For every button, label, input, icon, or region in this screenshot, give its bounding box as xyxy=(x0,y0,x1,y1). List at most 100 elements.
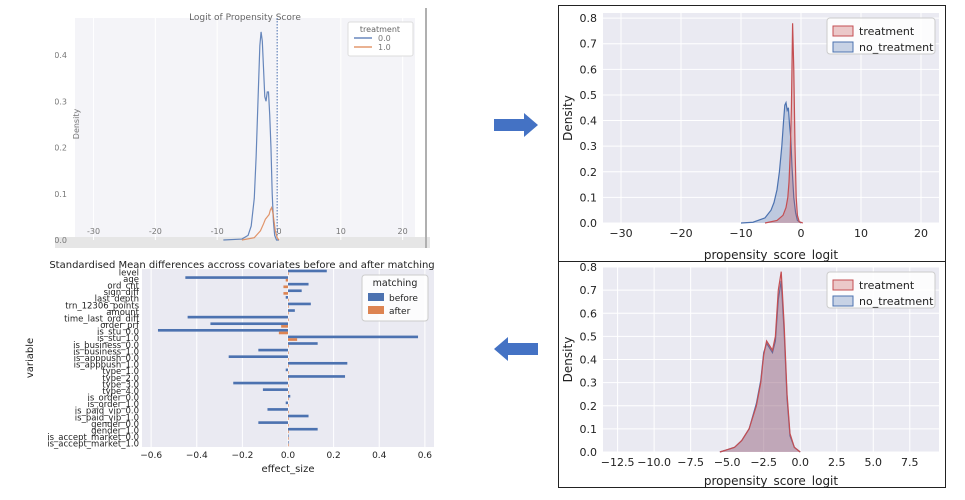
x-tick-label: 0.0 xyxy=(791,456,809,469)
bar-before-amount xyxy=(288,309,295,312)
x-tick-label: −5.0 xyxy=(714,456,741,469)
x-tick-label: −10 xyxy=(729,227,752,240)
bar-after-is_order_1.0 xyxy=(288,404,289,407)
x-tick-label: 20 xyxy=(398,227,408,236)
bar-before-is_stu_0.0 xyxy=(157,328,288,332)
y-tick-label: 0.4 xyxy=(580,354,598,367)
y-tick-label: 0.6 xyxy=(580,307,598,320)
series-line-1.0 xyxy=(241,206,280,241)
bar-before-age xyxy=(185,276,288,279)
x-tick-label: −10.0 xyxy=(637,456,671,469)
y-tick-label: 0.8 xyxy=(580,261,598,274)
y-tick-label: 0.0 xyxy=(55,236,67,245)
x-tick-label: −0.4 xyxy=(186,451,208,461)
legend-box xyxy=(826,271,936,309)
y-tick-label: 0.0 xyxy=(580,446,598,459)
smd-bar-chart: −0.6 −0.4 −0.2 0.0 0.2 0.4 0.6 Standardised Mea… xyxy=(22,255,442,480)
bar-after-is_accept_market_0.0 xyxy=(288,437,289,440)
x-tick-label: −7.5 xyxy=(677,456,704,469)
x-tick-label: -30 xyxy=(87,227,100,236)
bar-before-is_business_0.0 xyxy=(288,342,318,345)
bar-after-sign_diff xyxy=(283,292,288,295)
x-tick-label: 0.0 xyxy=(281,451,296,461)
y-tick-label: type_1.0 xyxy=(102,367,139,377)
bar-after-trn_12306_points xyxy=(288,305,289,308)
y-axis-label: Density xyxy=(561,337,575,383)
y-tick-label: 0.1 xyxy=(580,191,598,204)
y-tick-label: type_4.0 xyxy=(102,387,139,397)
bar-after-amount xyxy=(288,311,289,315)
bar-before-type_2.0 xyxy=(288,375,346,378)
bar-before-is_stu_1.0 xyxy=(288,335,419,339)
y-tick-label: 0.2 xyxy=(580,166,598,179)
bar-before-is_order_1.0 xyxy=(285,401,288,405)
bar-after-level xyxy=(288,272,289,275)
y-tick-label: gender_0.0 xyxy=(91,420,139,430)
x-tick-label: −2.5 xyxy=(750,456,777,469)
y-tick-label: is_accept_market_1.0 xyxy=(47,440,139,450)
bar-before-is_apppush_0.0 xyxy=(228,355,288,358)
y-tick-label: 0.3 xyxy=(55,97,67,106)
x-tick-label: 0.2 xyxy=(326,451,340,461)
bar-before-gender_1.0 xyxy=(288,427,318,431)
bar-after-ord_cnt xyxy=(283,285,288,289)
y-tick-label: 0.5 xyxy=(580,330,598,343)
bar-before-order_prf xyxy=(210,322,288,326)
y-tick-label: is_order_1.0 xyxy=(88,400,139,410)
y-tick-label: sign_diff xyxy=(104,288,141,298)
bar-before-last_depth xyxy=(285,296,288,299)
y-tick-label: 0.8 xyxy=(580,12,598,25)
x-tick-label: 0 xyxy=(798,227,805,240)
x-tick-label: 0.4 xyxy=(372,451,387,461)
bar-before-type_3.0 xyxy=(233,381,288,385)
y-tick-label: 0.1 xyxy=(55,190,67,199)
bar-after-is_business_1.0 xyxy=(288,351,289,355)
y-tick-label: type_2.0 xyxy=(102,374,139,384)
arrow-left-icon xyxy=(494,337,538,361)
series-area-treatment xyxy=(719,271,801,452)
bar-after-type_1.0 xyxy=(288,371,289,374)
legend-title: matching xyxy=(373,278,418,289)
y-tick-label: is_paid_vip_1.0 xyxy=(75,413,139,423)
series-area-no_treatment xyxy=(741,102,801,223)
bar-before-gender_0.0 xyxy=(258,421,288,424)
bar-before-is_accept_market_0.0 xyxy=(288,434,289,438)
bar-after-is_paid_vip_0.0 xyxy=(288,410,289,414)
bar-after-type_4.0 xyxy=(288,390,289,394)
x-tick-label: −20 xyxy=(669,227,692,240)
y-tick-label: 0.2 xyxy=(580,400,598,413)
legend-label: treatment xyxy=(859,25,915,38)
y-tick-label: ord_cnt xyxy=(107,281,139,291)
x-axis-label: propensity_score_logit xyxy=(704,248,838,262)
kde-before-matching-chart: −30 −20 −10 0 10 20 0.0 0.1 0.2 0.3 0.4 0.5 0.6 0.7 0.… xyxy=(558,5,946,262)
bar-after-time_last_ord_diff xyxy=(288,318,289,322)
legend-label: before xyxy=(389,294,418,304)
y-tick-label: 0.7 xyxy=(580,38,598,51)
x-tick-label: −0.2 xyxy=(231,451,253,461)
y-tick-label: level xyxy=(119,268,139,278)
legend-swatch xyxy=(832,41,854,53)
x-tick-label: 5.0 xyxy=(865,456,883,469)
x-tick-label: 0.6 xyxy=(418,451,433,461)
y-tick-label: 0.4 xyxy=(55,51,67,60)
x-tick-label: −30 xyxy=(609,227,632,240)
y-tick-label: 0.0 xyxy=(580,217,598,230)
y-axis-label: variable xyxy=(25,338,36,378)
bar-before-ord_cnt xyxy=(288,282,309,286)
series-line-no_treatment xyxy=(740,100,802,224)
legend-swatch xyxy=(832,279,854,291)
bar-after-is_order_0.0 xyxy=(288,397,289,401)
legend-title: treatment xyxy=(360,25,400,34)
legend-swatch xyxy=(832,295,854,307)
y-tick-label: is_business_1.0 xyxy=(73,347,139,357)
x-tick-label: -10 xyxy=(211,227,224,236)
x-axis-label: propensity_score_logit xyxy=(704,474,838,488)
y-tick-label: is_stu_1.0 xyxy=(97,334,139,344)
x-tick-label: 10 xyxy=(336,227,346,236)
bottom-shade xyxy=(55,237,430,248)
y-tick-label: 0.2 xyxy=(55,144,67,153)
y-tick-label: 0.3 xyxy=(580,140,598,153)
legend-box xyxy=(826,17,936,55)
y-tick-label: is_business_0.0 xyxy=(73,341,139,351)
y-tick-label: age xyxy=(123,275,139,285)
